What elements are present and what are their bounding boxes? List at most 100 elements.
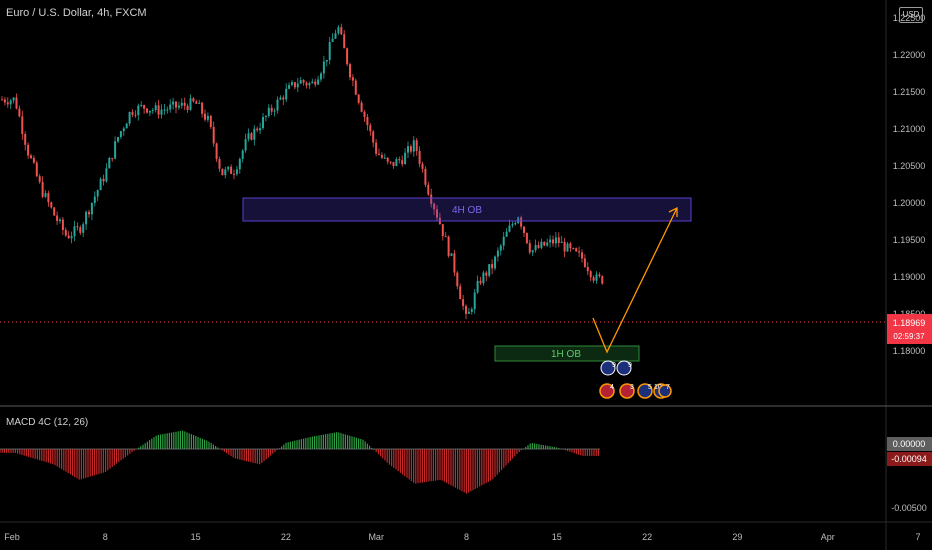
projection-arrowhead	[668, 206, 678, 217]
candle	[241, 149, 244, 163]
economic-events[interactable]: 9 9 4 3 5 10 7	[599, 360, 672, 399]
candle	[24, 131, 27, 151]
candle	[427, 181, 430, 196]
event-count: 9	[612, 362, 616, 369]
macd-axis[interactable]: 0.00000 -0.00094 -0.00500	[887, 437, 932, 513]
candle	[404, 148, 407, 165]
candle	[496, 247, 499, 262]
macd-histogram	[0, 430, 600, 494]
candle	[247, 128, 250, 142]
candle	[560, 235, 563, 243]
candle	[56, 211, 59, 225]
candle	[183, 97, 186, 111]
candle	[102, 174, 105, 186]
candle	[41, 176, 44, 199]
candle	[128, 111, 131, 127]
price-axis[interactable]: 1.22500 1.22000 1.21500 1.21000 1.20500 1.200…	[893, 13, 926, 356]
candle	[212, 121, 215, 147]
macd-axis-tick: -0.00500	[891, 503, 927, 513]
candle	[230, 164, 233, 175]
candle	[9, 98, 12, 110]
candle	[93, 191, 96, 207]
candle	[61, 216, 64, 235]
candle	[88, 209, 90, 218]
candle	[401, 155, 404, 167]
candle	[137, 103, 140, 121]
candle	[233, 169, 235, 180]
candle	[317, 75, 320, 86]
candle	[308, 81, 311, 89]
candle	[482, 270, 485, 286]
candle	[32, 155, 35, 165]
time-axis-tick: 22	[642, 532, 652, 542]
candle	[177, 101, 180, 110]
time-axis-tick: 22	[281, 532, 291, 542]
candle	[204, 109, 206, 122]
candle	[354, 78, 357, 96]
zone-4h-ob[interactable]: 4H OB	[242, 197, 692, 222]
candle	[198, 99, 201, 104]
macd-title[interactable]: MACD 4C (12, 26)	[6, 417, 89, 428]
candle	[50, 201, 53, 209]
candle	[441, 224, 444, 241]
candle	[73, 220, 76, 242]
candle	[357, 93, 360, 105]
candle	[520, 215, 523, 230]
event-marker-eu-1[interactable]: 9	[600, 360, 616, 376]
price-axis-tick: 1.22500	[893, 13, 926, 23]
candle	[540, 238, 543, 250]
price-axis-tick: 1.20000	[893, 198, 926, 208]
time-axis[interactable]: Feb 8 15 22 Mar 8 15 22 29 Apr 7	[4, 532, 920, 542]
candle	[218, 156, 221, 172]
currency-button[interactable]: USD	[899, 7, 923, 23]
candle	[508, 219, 511, 233]
candle	[415, 137, 418, 156]
candle	[575, 247, 578, 252]
candle	[398, 156, 401, 164]
event-marker-us-2[interactable]: 3	[619, 383, 635, 399]
candle	[328, 36, 331, 65]
candle	[462, 294, 465, 311]
candle	[64, 227, 67, 238]
candle	[166, 106, 169, 114]
candle	[453, 250, 456, 277]
candle	[473, 289, 476, 314]
time-axis-tick: 15	[191, 532, 201, 542]
candle	[148, 110, 151, 117]
symbol-title[interactable]: Euro / U.S. Dollar, 4h, FXCM	[6, 7, 147, 19]
time-axis-tick: Feb	[4, 532, 20, 542]
candle	[549, 235, 552, 248]
zone-4h-ob-box[interactable]	[242, 197, 692, 222]
candle	[488, 264, 491, 278]
candle	[30, 153, 32, 160]
candle	[169, 99, 172, 113]
event-marker-us-1[interactable]: 4	[599, 383, 615, 399]
candle	[340, 23, 343, 36]
candle	[407, 141, 409, 159]
zone-1h-ob-box[interactable]	[494, 345, 640, 362]
projection-path[interactable]	[592, 207, 678, 354]
event-marker-eu-3[interactable]: 5	[637, 383, 653, 399]
zone-1h-ob[interactable]: 1H OB	[494, 345, 640, 362]
candle	[21, 110, 24, 140]
event-marker-eu-5[interactable]: 7	[658, 384, 672, 398]
candle	[122, 126, 125, 136]
price-axis-tick: 1.21500	[893, 87, 926, 97]
candle	[392, 162, 395, 169]
event-marker-eu-2[interactable]: 9	[616, 360, 632, 376]
candle	[282, 95, 285, 105]
candle	[143, 104, 146, 114]
time-axis-tick: 8	[103, 532, 108, 542]
candle	[70, 231, 73, 244]
candle	[305, 81, 308, 89]
candle	[531, 249, 534, 257]
candle	[79, 225, 82, 235]
candle	[15, 93, 18, 110]
candle	[534, 239, 537, 253]
candle	[378, 148, 380, 156]
candle	[206, 112, 209, 123]
candle	[418, 146, 421, 168]
candle	[459, 283, 462, 300]
candle	[383, 153, 386, 159]
